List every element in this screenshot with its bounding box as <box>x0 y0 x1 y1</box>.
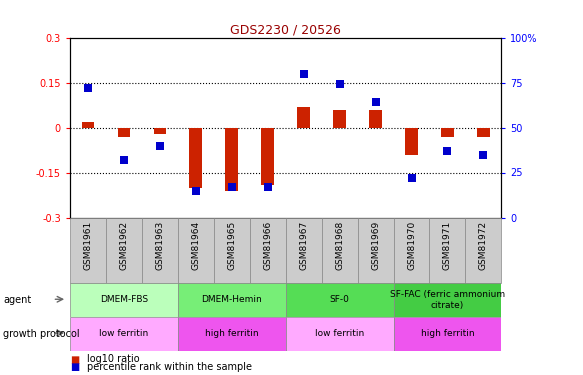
Text: SF-FAC (ferric ammonium
citrate): SF-FAC (ferric ammonium citrate) <box>390 290 505 310</box>
Text: SF-0: SF-0 <box>329 296 350 304</box>
Bar <box>430 217 465 283</box>
Text: high ferritin: high ferritin <box>205 329 258 338</box>
Text: GSM81963: GSM81963 <box>155 221 164 270</box>
Text: GSM81970: GSM81970 <box>407 221 416 270</box>
Text: GSM81968: GSM81968 <box>335 221 344 270</box>
Bar <box>322 217 357 283</box>
Text: agent: agent <box>3 295 31 305</box>
Text: GSM81965: GSM81965 <box>227 221 236 270</box>
Bar <box>178 317 286 351</box>
Text: ■: ■ <box>70 362 79 372</box>
Text: GSM81967: GSM81967 <box>299 221 308 270</box>
Text: GSM81961: GSM81961 <box>83 221 93 270</box>
Bar <box>441 128 454 136</box>
Text: GSM81972: GSM81972 <box>479 221 488 270</box>
Text: low ferritin: low ferritin <box>99 329 149 338</box>
Point <box>263 184 272 190</box>
Bar <box>357 217 394 283</box>
Bar <box>394 317 501 351</box>
Bar <box>106 217 142 283</box>
Text: GSM81962: GSM81962 <box>120 221 128 270</box>
Bar <box>286 317 394 351</box>
Bar <box>405 128 418 154</box>
Point <box>119 157 128 163</box>
Bar <box>70 217 106 283</box>
Bar <box>118 128 130 136</box>
Bar <box>394 283 501 317</box>
Bar <box>477 128 490 136</box>
Bar <box>261 128 274 184</box>
Bar <box>369 110 382 128</box>
Text: log10 ratio: log10 ratio <box>87 354 140 364</box>
Bar <box>465 217 501 283</box>
Bar <box>70 317 178 351</box>
Point <box>83 85 93 91</box>
Bar <box>214 217 250 283</box>
Bar <box>297 106 310 128</box>
Text: DMEM-FBS: DMEM-FBS <box>100 296 148 304</box>
Bar <box>286 283 394 317</box>
Text: GSM81971: GSM81971 <box>443 221 452 270</box>
Bar <box>153 128 166 134</box>
Point <box>299 70 308 76</box>
Point <box>155 142 164 148</box>
Text: percentile rank within the sample: percentile rank within the sample <box>87 362 252 372</box>
Bar <box>178 283 286 317</box>
Text: low ferritin: low ferritin <box>315 329 364 338</box>
Bar <box>394 217 430 283</box>
Point <box>191 188 201 194</box>
Bar <box>70 283 178 317</box>
Point <box>335 81 344 87</box>
Bar <box>82 122 94 128</box>
Text: GSM81966: GSM81966 <box>263 221 272 270</box>
Title: GDS2230 / 20526: GDS2230 / 20526 <box>230 23 341 36</box>
Bar <box>333 110 346 128</box>
Bar <box>189 128 202 188</box>
Text: ■: ■ <box>70 354 79 364</box>
Text: GSM81969: GSM81969 <box>371 221 380 270</box>
Bar <box>226 128 238 190</box>
Point <box>227 184 237 190</box>
Text: DMEM-Hemin: DMEM-Hemin <box>201 296 262 304</box>
Point <box>407 175 416 181</box>
Point <box>479 152 488 157</box>
Bar <box>286 217 322 283</box>
Text: high ferritin: high ferritin <box>421 329 474 338</box>
Bar <box>142 217 178 283</box>
Bar <box>178 217 214 283</box>
Text: growth protocol: growth protocol <box>3 329 79 339</box>
Point <box>443 148 452 154</box>
Bar <box>250 217 286 283</box>
Point <box>371 99 380 105</box>
Text: GSM81964: GSM81964 <box>191 221 201 270</box>
